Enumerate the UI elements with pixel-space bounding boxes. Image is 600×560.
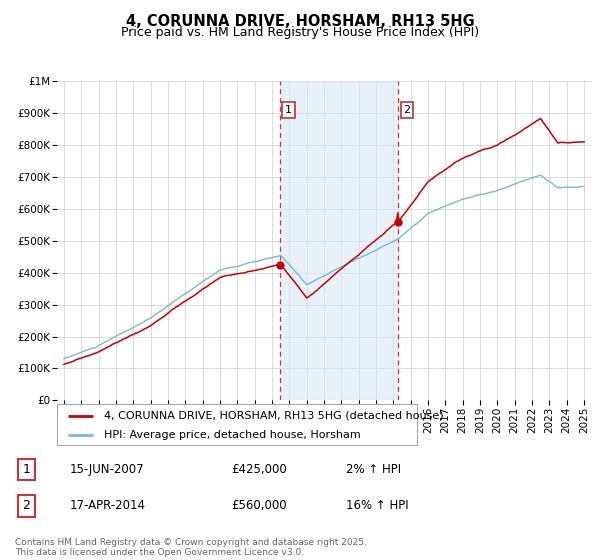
Text: 1: 1: [285, 105, 292, 115]
Text: £560,000: £560,000: [231, 500, 287, 512]
Bar: [280, 81, 398, 400]
Text: Contains HM Land Registry data © Crown copyright and database right 2025.
This d: Contains HM Land Registry data © Crown c…: [15, 538, 367, 557]
Text: 4, CORUNNA DRIVE, HORSHAM, RH13 5HG: 4, CORUNNA DRIVE, HORSHAM, RH13 5HG: [125, 14, 475, 29]
Text: 4, CORUNNA DRIVE, HORSHAM, RH13 5HG (detached house): 4, CORUNNA DRIVE, HORSHAM, RH13 5HG (det…: [104, 411, 443, 421]
Text: 2% ↑ HPI: 2% ↑ HPI: [346, 463, 401, 476]
Text: £425,000: £425,000: [231, 463, 287, 476]
Text: 1: 1: [22, 463, 31, 476]
Text: 17-APR-2014: 17-APR-2014: [70, 500, 146, 512]
Text: 2: 2: [22, 500, 31, 512]
Text: HPI: Average price, detached house, Horsham: HPI: Average price, detached house, Hors…: [104, 430, 361, 440]
Text: Price paid vs. HM Land Registry's House Price Index (HPI): Price paid vs. HM Land Registry's House …: [121, 26, 479, 39]
Text: 2: 2: [403, 105, 410, 115]
Text: 15-JUN-2007: 15-JUN-2007: [70, 463, 144, 476]
Text: 16% ↑ HPI: 16% ↑ HPI: [346, 500, 409, 512]
